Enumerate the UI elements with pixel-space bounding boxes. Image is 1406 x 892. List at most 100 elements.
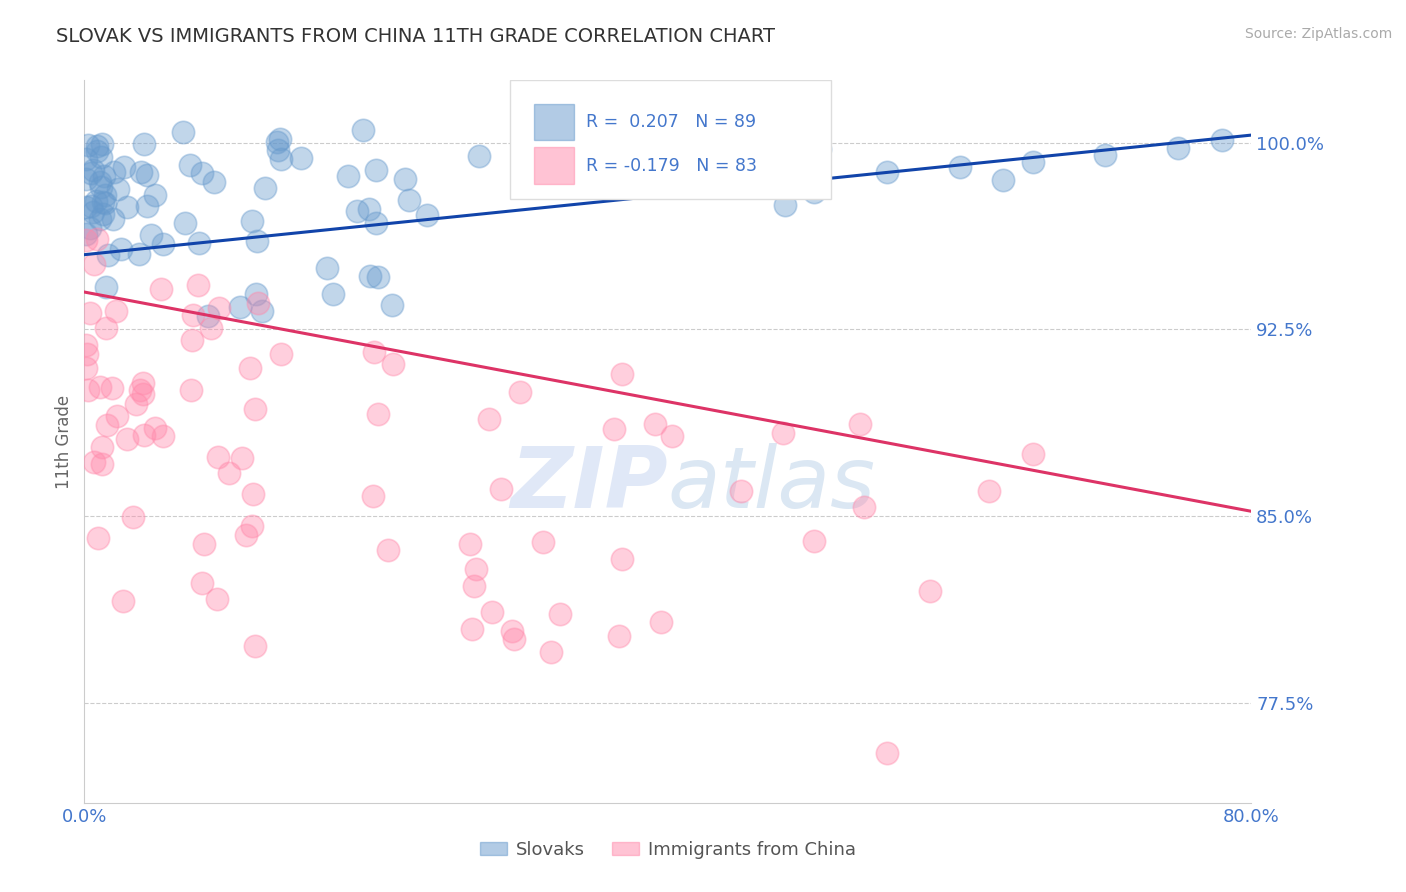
Point xyxy=(1094,148,1116,162)
Point xyxy=(270,347,292,361)
Point xyxy=(180,383,202,397)
Point xyxy=(254,181,277,195)
Point xyxy=(848,417,870,432)
Point xyxy=(89,379,111,393)
Point xyxy=(77,383,100,397)
Point xyxy=(91,457,114,471)
Point xyxy=(90,179,112,194)
Point xyxy=(75,337,97,351)
Point xyxy=(218,466,240,480)
Point xyxy=(242,487,264,501)
Point xyxy=(115,200,138,214)
Point xyxy=(610,368,633,382)
Point xyxy=(152,429,174,443)
Point xyxy=(352,123,374,137)
Point xyxy=(977,484,1000,499)
Point xyxy=(143,420,166,434)
Point xyxy=(547,143,569,157)
Point xyxy=(245,287,267,301)
Point xyxy=(90,151,112,165)
Point xyxy=(79,199,101,213)
Point xyxy=(322,286,344,301)
Point xyxy=(179,158,201,172)
Point xyxy=(243,402,266,417)
Point xyxy=(103,165,125,179)
Point xyxy=(239,360,262,375)
Point xyxy=(105,409,128,423)
Point xyxy=(1021,447,1043,461)
Point xyxy=(187,278,209,293)
Point xyxy=(240,214,263,228)
Text: atlas: atlas xyxy=(668,443,876,526)
Point xyxy=(235,527,257,541)
Point xyxy=(246,296,269,310)
Point xyxy=(197,309,219,323)
Point xyxy=(132,376,155,391)
Point xyxy=(245,640,267,654)
Point xyxy=(91,441,114,455)
Point xyxy=(86,194,108,208)
Point xyxy=(381,298,404,312)
Point xyxy=(363,489,385,503)
Point xyxy=(83,455,105,469)
Point xyxy=(250,304,273,318)
Point xyxy=(762,137,785,152)
Point xyxy=(367,270,389,285)
Point xyxy=(86,139,108,153)
Text: Source: ZipAtlas.com: Source: ZipAtlas.com xyxy=(1244,27,1392,41)
Point xyxy=(93,169,115,184)
Point xyxy=(101,381,124,395)
Point xyxy=(735,149,758,163)
Point xyxy=(246,235,269,249)
Point xyxy=(112,160,135,174)
Point xyxy=(204,176,226,190)
Point xyxy=(730,484,752,499)
Point xyxy=(128,247,150,261)
Point xyxy=(122,510,145,524)
Legend: Slovaks, Immigrants from China: Slovaks, Immigrants from China xyxy=(472,834,863,866)
Point xyxy=(650,615,672,629)
Point xyxy=(77,138,100,153)
Point xyxy=(82,162,104,177)
Point xyxy=(876,165,898,179)
Point xyxy=(501,624,523,639)
Point xyxy=(366,163,388,178)
Point xyxy=(75,152,97,166)
Point xyxy=(91,137,114,152)
Point xyxy=(416,208,439,222)
Point xyxy=(91,195,114,210)
Point xyxy=(367,407,389,421)
Point xyxy=(240,518,263,533)
Point xyxy=(191,575,214,590)
Point xyxy=(773,198,796,212)
Point xyxy=(269,132,291,146)
Point xyxy=(129,164,152,178)
Point xyxy=(540,645,562,659)
Point xyxy=(290,151,312,165)
Point xyxy=(181,308,204,322)
Text: R = -0.179   N = 83: R = -0.179 N = 83 xyxy=(586,156,758,175)
Point xyxy=(75,172,97,186)
Point xyxy=(86,144,108,158)
Point xyxy=(735,145,758,160)
Point xyxy=(172,125,194,139)
Point xyxy=(93,195,115,210)
Point xyxy=(481,605,503,619)
Bar xyxy=(534,104,575,140)
FancyBboxPatch shape xyxy=(510,80,831,200)
Point xyxy=(803,534,825,549)
Point xyxy=(136,168,159,182)
Point xyxy=(82,205,104,219)
Point xyxy=(270,152,292,166)
Point xyxy=(117,432,139,446)
Point xyxy=(75,360,97,375)
Point xyxy=(603,422,626,436)
Point xyxy=(465,562,488,576)
Point xyxy=(607,629,630,643)
Point xyxy=(94,321,117,335)
Point xyxy=(810,142,832,156)
Bar xyxy=(534,147,575,184)
Point xyxy=(76,347,98,361)
Point xyxy=(1211,133,1233,147)
Point xyxy=(107,182,129,196)
